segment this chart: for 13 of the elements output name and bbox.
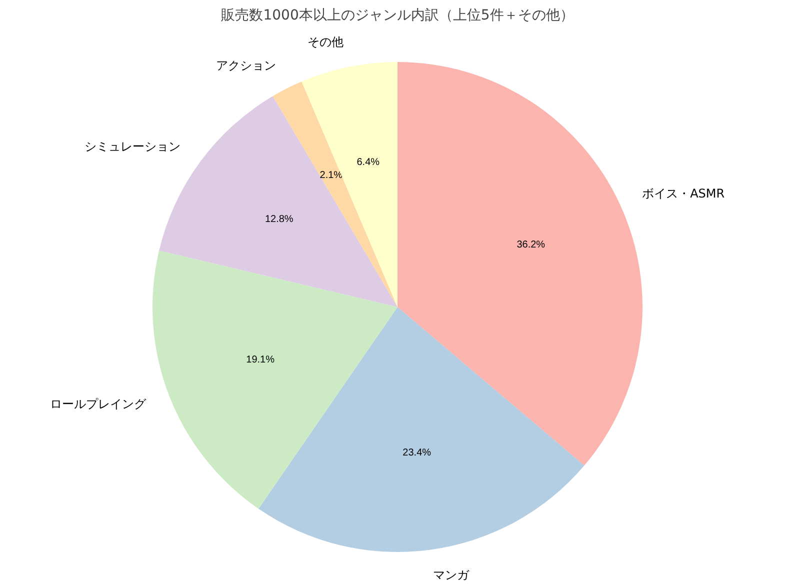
data-label: 12.8% bbox=[264, 214, 294, 226]
slice-label: アクション bbox=[216, 58, 276, 73]
data-label: 19.1% bbox=[246, 354, 275, 366]
chart-title: 販売数1000本以上のジャンル内訳（上位5件＋その他） bbox=[221, 8, 574, 24]
slice-label: シミュレーション bbox=[84, 140, 180, 154]
data-label: 23.4% bbox=[402, 448, 432, 459]
slice-label: マンガ bbox=[432, 568, 470, 582]
data-label: 2.1% bbox=[320, 170, 343, 181]
data-label: 6.4% bbox=[356, 156, 380, 168]
slice-label: その他 bbox=[308, 34, 344, 49]
slice-label: ボイス・ASMR bbox=[642, 186, 725, 200]
slice-label: ロールプレイング bbox=[50, 397, 147, 412]
data-label: 36.2% bbox=[516, 240, 546, 251]
